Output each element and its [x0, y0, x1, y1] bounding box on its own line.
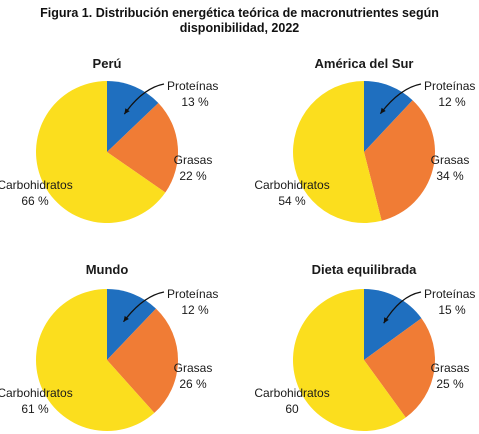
- figure-title-line-1: Figura 1. Distribución energética teóric…: [40, 6, 439, 20]
- slice-label-proteinas: Proteínas: [167, 287, 218, 301]
- pie-slice-grasas: [107, 308, 179, 413]
- pie-slice-proteinas: [364, 81, 413, 152]
- arrow-head-icon: [123, 315, 129, 322]
- slice-value-carbohidratos: 54 %: [278, 194, 306, 208]
- slice-label-carbohidratos: Carbohidratos: [254, 178, 329, 192]
- slice-label-proteinas: Proteínas: [424, 79, 475, 93]
- slice-label-proteinas: Proteínas: [167, 79, 218, 93]
- pie-slice-proteinas: [107, 81, 159, 152]
- pie-slice-carbohidratos: [292, 289, 406, 432]
- figure-title: Figura 1. Distribución energética teóric…: [0, 6, 479, 36]
- pie-chart: [292, 289, 435, 432]
- slice-value-proteinas: 12 %: [438, 95, 466, 109]
- slice-label-carbohidratos: Carbohidratos: [0, 386, 73, 400]
- pie-slice-grasas: [107, 102, 179, 193]
- arrow-head-icon: [383, 317, 389, 324]
- slice-value-proteinas: 13 %: [181, 95, 209, 109]
- pie-slice-carbohidratos: [35, 289, 155, 431]
- slice-label-grasas: Grasas: [431, 361, 470, 375]
- slice-label-grasas: Grasas: [174, 153, 213, 167]
- pie-slice-proteinas: [364, 289, 422, 360]
- slice-value-proteinas: 15 %: [438, 303, 466, 317]
- slice-label-carbohidratos: Carbohidratos: [0, 178, 73, 192]
- pie-slice-carbohidratos: [293, 81, 382, 223]
- arrow-head-icon: [124, 108, 130, 115]
- pie-chart-title: Mundo: [86, 262, 129, 277]
- slice-label-grasas: Grasas: [174, 361, 213, 375]
- slice-value-grasas: 22 %: [179, 169, 207, 183]
- pie-chart: [36, 81, 179, 224]
- slice-value-grasas: 34 %: [436, 169, 464, 183]
- pie-chart: [293, 81, 436, 223]
- slice-value-proteinas: 12 %: [181, 303, 209, 317]
- figure-title-line-2: disponibilidad, 2022: [179, 21, 300, 35]
- arrow-head-icon: [380, 107, 386, 114]
- slice-label-carbohidratos: Carbohidratos: [254, 386, 329, 400]
- pie-chart-title: América del Sur: [315, 56, 414, 71]
- pie-slice-grasas: [364, 318, 435, 418]
- pie-slice-proteinas: [107, 289, 156, 360]
- pie-slice-grasas: [364, 100, 436, 221]
- slice-value-carbohidratos: 61 %: [21, 402, 49, 416]
- pie-slice-carbohidratos: [36, 81, 166, 224]
- pie-chart-title: Perú: [93, 56, 122, 71]
- slice-value-carbohidratos: 60: [285, 402, 299, 416]
- slice-value-carbohidratos: 66 %: [21, 194, 49, 208]
- slice-value-grasas: 26 %: [179, 377, 207, 391]
- slice-label-grasas: Grasas: [431, 153, 470, 167]
- slice-value-grasas: 25 %: [436, 377, 464, 391]
- pie-chart-title: Dieta equilibrada: [312, 262, 418, 277]
- pie-chart: [35, 289, 179, 431]
- slice-label-proteinas: Proteínas: [424, 287, 475, 301]
